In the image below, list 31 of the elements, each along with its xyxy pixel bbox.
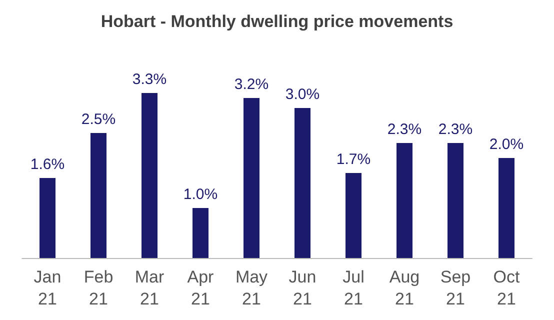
bar [40, 178, 56, 258]
bar [396, 143, 412, 258]
data-label: 1.6% [30, 156, 65, 173]
bar [498, 158, 514, 258]
bar [346, 173, 362, 258]
data-label: 1.7% [336, 151, 371, 168]
data-label: 2.3% [387, 121, 422, 138]
x-tick-label: Jul 21 [342, 268, 364, 308]
x-tick-label: Jun 21 [288, 268, 316, 308]
bar [244, 98, 260, 258]
data-label: 1.0% [183, 186, 218, 203]
bar [294, 108, 310, 258]
x-tick-label: Feb 21 [84, 268, 114, 308]
data-label: 2.0% [489, 136, 524, 153]
x-tick-label: Aug 21 [389, 268, 420, 308]
data-label: 3.3% [132, 71, 167, 88]
x-tick-label: Jan 21 [34, 268, 62, 308]
data-label: 2.3% [438, 121, 473, 138]
x-tick-label: Apr 21 [187, 268, 214, 308]
x-tick-label: Oct 21 [493, 268, 520, 308]
data-label: 3.2% [234, 76, 269, 93]
bar [192, 208, 208, 258]
x-tick-label: Sep 21 [440, 268, 471, 308]
bar [90, 133, 106, 258]
bar [448, 143, 464, 258]
bar [142, 93, 158, 258]
x-tick-label: May 21 [235, 268, 268, 308]
data-label: 2.5% [81, 111, 116, 128]
x-tick-label: Mar 21 [134, 268, 164, 308]
data-label: 3.0% [285, 86, 320, 103]
chart-title: Hobart - Monthly dwelling price movements [100, 12, 454, 31]
